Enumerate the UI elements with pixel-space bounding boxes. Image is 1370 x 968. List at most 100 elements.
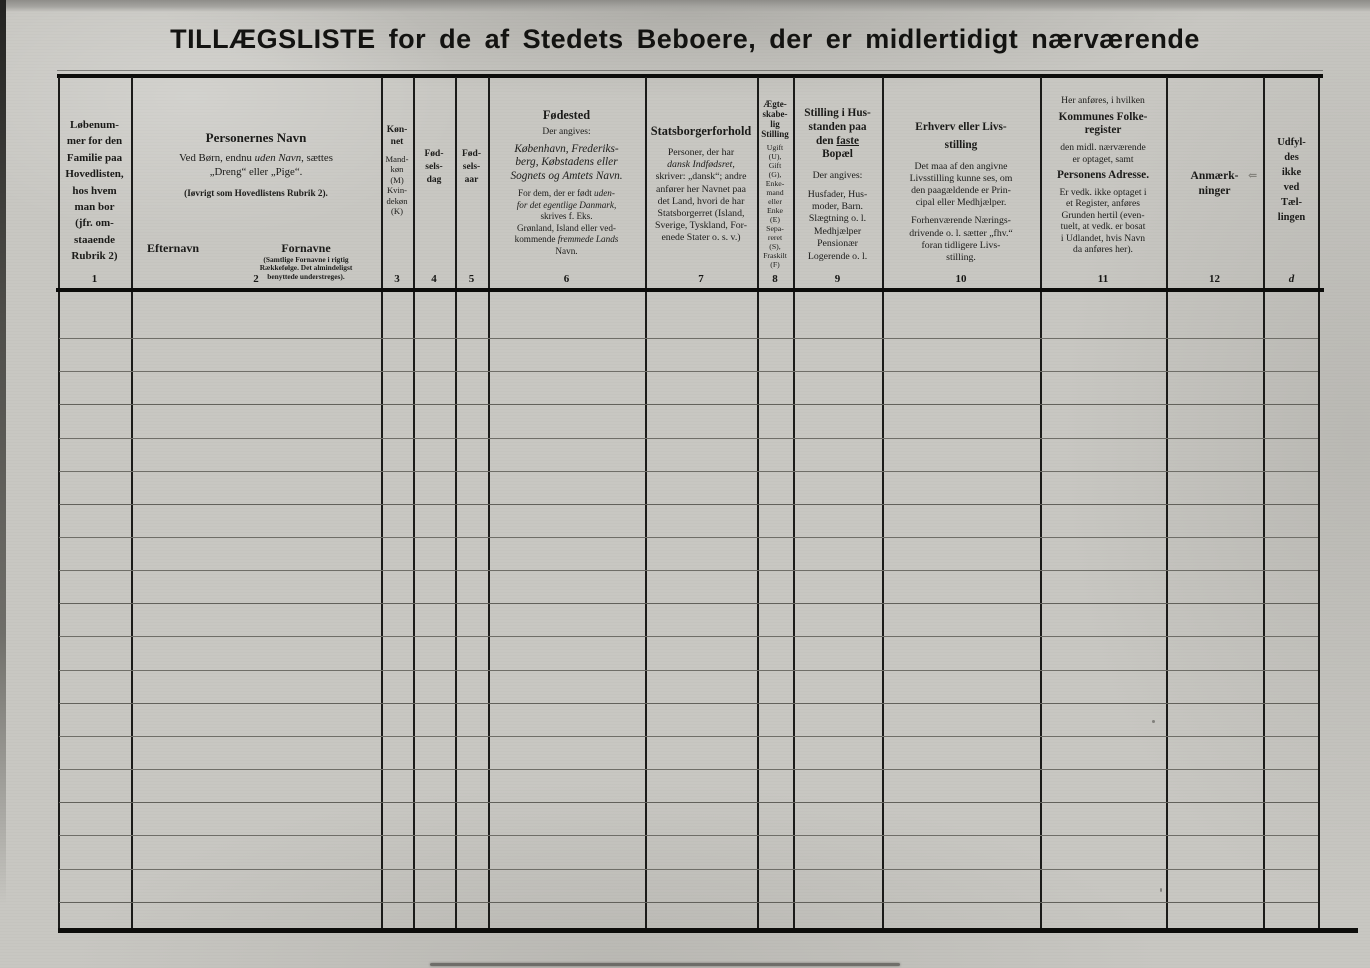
header-text-line: Det maa af den angivne [914, 160, 1008, 172]
title-rule [57, 74, 1323, 78]
row-line [59, 769, 1318, 771]
header-text-line: Sognets og Amtets Navn. [510, 170, 623, 183]
header-text-line: Hovedlisten, [65, 168, 124, 181]
header-text-line: Ægte- [763, 99, 787, 109]
header-text-line: Stilling i Hus- [804, 107, 871, 119]
row-line [59, 437, 1318, 439]
column-header-anmaerkninger: Anmærk-ninger [1168, 169, 1261, 198]
header-text-line: Livsstilling kunne ses, om [909, 172, 1013, 184]
header-text-line: skriver: „dansk“; andre [655, 171, 747, 183]
header-text-line: (Iøvrigt som Hovedlistens Rubrik 2). [184, 187, 328, 198]
column-number: 6 [563, 273, 570, 285]
header-text-line: Personens Adresse. [1056, 169, 1150, 182]
scan-speck [1160, 888, 1162, 892]
header-text-line: (Samtlige Fornavne i rigtig [263, 254, 349, 264]
header-text-line: Fødested [542, 108, 591, 122]
header-text-line: den midl. nærværende [1060, 142, 1146, 154]
header-text-line: (jfr. om- [75, 217, 114, 230]
column-number: 2 [253, 273, 259, 285]
header-text-line: Logerende o. l. [807, 250, 868, 262]
header-text-line: Stilling [761, 129, 789, 139]
header-text-line: Fraskilt [763, 251, 787, 260]
header-text-line [647, 139, 755, 147]
header-text-line: net [390, 136, 404, 147]
header-text-line: For dem, der er født [518, 187, 595, 198]
header-text-line: Enke [766, 206, 784, 215]
column-header-personernes-navn: Personernes Navn Ved Børn, endnu uden Nav… [133, 130, 379, 281]
header-text-line: Her anføres, i hvilken [1061, 95, 1145, 106]
header-text-line: drivende o. l. sætter „fhv.“ [909, 227, 1013, 239]
header-text-line: uden- [594, 187, 615, 198]
header-text-line: stilling [944, 138, 978, 151]
column-header-foedselsdag: Fød-sels-dag [415, 148, 453, 187]
header-text-line: den [816, 134, 837, 147]
scan-edge-left [0, 0, 6, 905]
column-header-statsborgerforhold: Statsborgerforhold Personer, der har dansk… [647, 124, 755, 245]
row-line [59, 371, 1318, 373]
table-border-right [1318, 77, 1320, 932]
header-text-line: Pensionær [817, 238, 858, 250]
header-text-line: køn [390, 164, 404, 175]
header-text-line: Enke- [765, 179, 785, 188]
header-text-line: ninger [1198, 184, 1231, 197]
name-subheader-row: Efternavn Fornavne (Samtlige Fornavne i … [133, 236, 379, 284]
fornavne-block: Fornavne (Samtlige Fornavne i rigtig Rækk… [235, 241, 377, 282]
column-number: d [1288, 273, 1295, 285]
column-header-koennet: Køn-net Mand-køn (M) Kvin-dekøn (K) [383, 125, 411, 216]
header-text-line: den paagældende er Prin- [911, 185, 1011, 196]
column-number: 11 [1097, 273, 1109, 285]
header-text-line: Fød- [424, 149, 444, 159]
row-line [59, 537, 1318, 538]
header-text-line: staaende [74, 233, 115, 246]
header-text-line: Rubrik 2) [71, 250, 118, 263]
header-text-line: Køn- [386, 125, 408, 135]
row-line [59, 570, 1318, 572]
header-text-line: Navn. [555, 245, 578, 256]
header-text-line: Personernes Navn [205, 130, 307, 145]
row-line [59, 802, 1318, 804]
header-text-line: Medhjælper [813, 225, 862, 237]
header-text-line: sels- [425, 162, 443, 172]
header-text-line: Familie paa [66, 151, 123, 164]
header-text-line: eller [768, 197, 782, 206]
header-text-line: Erhverv eller Livs- [915, 121, 1007, 133]
header-text-line: skabe- [762, 109, 788, 119]
header-text-line: (U), [768, 152, 782, 161]
header-text-line: Sverige, Tyskland, For- [655, 220, 747, 232]
header-text-line: det Land, hvori de har [657, 195, 745, 207]
scan-edge-shadow [430, 963, 900, 966]
header-text-line: Grønland, Island eller ved- [517, 222, 616, 233]
header-text-line: Statsborgerret (Island, [657, 208, 745, 220]
table-bottom-rule [58, 928, 1358, 933]
header-text-line: dansk Indfødsret, [667, 159, 735, 171]
header-text-line: Fød- [462, 149, 481, 159]
title-rule-echo [57, 70, 1323, 71]
pencil-mark: ⇐ [1248, 170, 1257, 182]
header-text-line: Tæl- [1281, 197, 1302, 208]
efternavn-label: Efternavn [147, 241, 199, 255]
row-line [59, 735, 1318, 737]
header-text-line: (K) [391, 206, 403, 217]
header-text-line: enede Stater o. s. v.) [661, 232, 741, 244]
header-text-line: Der angives: [812, 170, 863, 182]
header-text-line: Husfader, Hus- [807, 188, 868, 200]
header-text-line: ikke [1281, 167, 1302, 178]
header-text-line: sels- [462, 162, 481, 172]
header-text-line: (E) [770, 215, 780, 224]
header-text-line: man bor [74, 201, 115, 214]
column-number: 5 [468, 273, 475, 285]
header-text-line: Kommunes Folke- [1058, 110, 1148, 123]
column-header-foedested: Fødested Der angives: København, Frederiks… [490, 108, 643, 257]
header-text-line: lingen [1277, 212, 1306, 223]
header-text-line: Forhenværende Nærings- [911, 215, 1011, 227]
row-line [59, 636, 1318, 638]
header-text-line: „Dreng“ eller „Pige“. [209, 165, 303, 178]
header-text-line: lig [770, 119, 780, 129]
column-header-udfyldes-ikke: Udfyl-des ikke ved Tæl-lingen [1265, 135, 1318, 225]
fornavne-note: (Samtlige Fornavne i rigtig Rækkefølge. D… [235, 254, 377, 282]
header-text-line: dag [426, 175, 442, 185]
header-text-line: benyttede understreges). [267, 271, 345, 281]
header-text-line [795, 162, 880, 170]
personernes-navn-text: Personernes Navn Ved Børn, endnu uden Nav… [133, 130, 379, 199]
